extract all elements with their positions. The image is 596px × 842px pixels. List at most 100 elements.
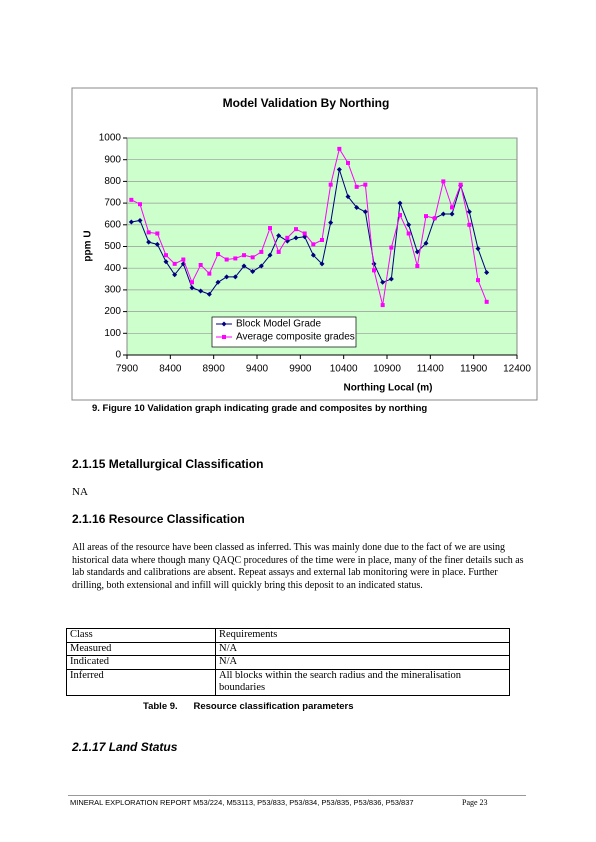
point — [215, 279, 221, 285]
point — [466, 209, 472, 215]
point — [388, 276, 394, 282]
table-cell: Requirements — [215, 628, 510, 643]
point — [484, 299, 489, 304]
point — [164, 253, 168, 258]
point — [336, 166, 342, 172]
point — [189, 285, 195, 291]
y-tick-label: 800 — [104, 176, 121, 187]
point — [258, 263, 264, 269]
point — [198, 288, 204, 294]
point — [476, 278, 480, 283]
point — [380, 279, 386, 285]
table-row: Measured N/A — [66, 641, 510, 656]
point — [354, 184, 359, 189]
point — [337, 146, 342, 151]
legend-marker — [222, 335, 226, 339]
x-tick-label: 7900 — [116, 364, 139, 375]
point — [232, 274, 238, 280]
point — [406, 231, 411, 236]
x-tick-label: 8400 — [159, 364, 182, 375]
y-tick-label: 700 — [104, 198, 121, 209]
chart: Model Validation By Northing Northing Lo… — [71, 87, 538, 401]
point — [172, 261, 177, 266]
point — [362, 209, 368, 215]
y-tick-label: 400 — [104, 263, 121, 274]
point — [285, 235, 290, 240]
point — [250, 255, 255, 260]
point — [397, 200, 403, 206]
table-row: Indicated N/A — [66, 655, 510, 670]
y-tick-label: 1000 — [99, 133, 122, 144]
paragraph: All areas of the resource have been clas… — [72, 542, 524, 591]
legend-marker — [221, 321, 227, 327]
point — [449, 211, 455, 217]
point — [276, 249, 281, 254]
point — [293, 235, 299, 241]
point — [128, 219, 134, 225]
section-heading: 2.1.15 Metallurgical Classification — [72, 457, 264, 471]
point — [259, 249, 264, 254]
table-caption: Table 9. Resource classification paramet… — [143, 701, 354, 712]
y-tick-label: 100 — [104, 328, 121, 339]
point — [432, 216, 437, 221]
point — [423, 240, 429, 246]
point — [224, 274, 230, 280]
y-tick-label: 600 — [104, 219, 121, 230]
point — [398, 213, 402, 218]
point — [190, 280, 194, 285]
section-heading: 2.1.17 Land Status — [72, 740, 178, 754]
table: Class Requirements Measured N/A Indicated N… — [66, 628, 510, 696]
y-axis-label: ppm U — [83, 230, 94, 261]
paragraph: NA — [72, 486, 88, 498]
point — [241, 263, 247, 269]
point — [328, 182, 333, 187]
point — [415, 264, 420, 269]
x-tick-label: 10900 — [373, 364, 401, 375]
point — [216, 252, 220, 257]
x-tick-label: 9900 — [289, 364, 312, 375]
point — [345, 194, 351, 200]
point — [242, 253, 246, 258]
point — [389, 245, 394, 250]
point — [310, 252, 316, 258]
point — [155, 231, 160, 236]
point — [207, 271, 212, 276]
point — [163, 259, 169, 265]
point — [268, 226, 272, 231]
point — [406, 222, 412, 228]
point — [172, 272, 178, 278]
table-cell: Measured — [66, 641, 216, 656]
point — [146, 230, 151, 235]
footer-rule — [68, 795, 526, 796]
y-tick-label: 200 — [104, 306, 121, 317]
point — [198, 262, 203, 267]
point — [424, 214, 428, 219]
point — [450, 205, 454, 210]
table-cell: All blocks within the search radius and … — [215, 668, 510, 696]
point — [372, 268, 376, 273]
point — [441, 179, 446, 184]
point — [320, 237, 324, 242]
x-tick-label: 11900 — [460, 364, 488, 375]
point — [233, 256, 238, 261]
point — [380, 303, 385, 308]
point — [206, 291, 212, 297]
legend-label: Block Model Grade — [236, 319, 321, 330]
section-heading: 2.1.16 Resource Classification — [72, 512, 245, 526]
y-tick-label: 300 — [104, 285, 121, 296]
page-number: Page 23 — [462, 798, 488, 807]
point — [181, 257, 186, 262]
point — [363, 182, 368, 187]
footer-text: MINERAL EXPLORATION REPORT M53/224, M531… — [70, 798, 414, 807]
table-row: Class Requirements — [66, 628, 510, 643]
table-cell: N/A — [215, 641, 510, 656]
x-tick-label: 12400 — [503, 364, 531, 375]
point — [467, 222, 472, 227]
point — [250, 268, 256, 274]
point — [129, 197, 134, 202]
point — [346, 160, 350, 165]
point — [440, 211, 446, 217]
point — [458, 182, 463, 187]
point — [414, 249, 420, 255]
